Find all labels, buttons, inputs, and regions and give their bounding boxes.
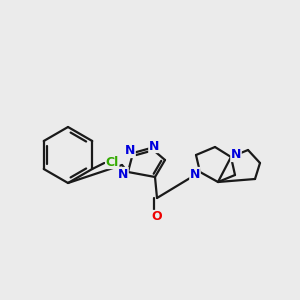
Text: O: O bbox=[152, 211, 162, 224]
Text: N: N bbox=[231, 148, 241, 161]
Text: N: N bbox=[149, 140, 159, 152]
Text: N: N bbox=[118, 167, 128, 181]
Text: Cl: Cl bbox=[106, 155, 119, 169]
Text: N: N bbox=[125, 145, 135, 158]
Text: N: N bbox=[190, 167, 200, 181]
